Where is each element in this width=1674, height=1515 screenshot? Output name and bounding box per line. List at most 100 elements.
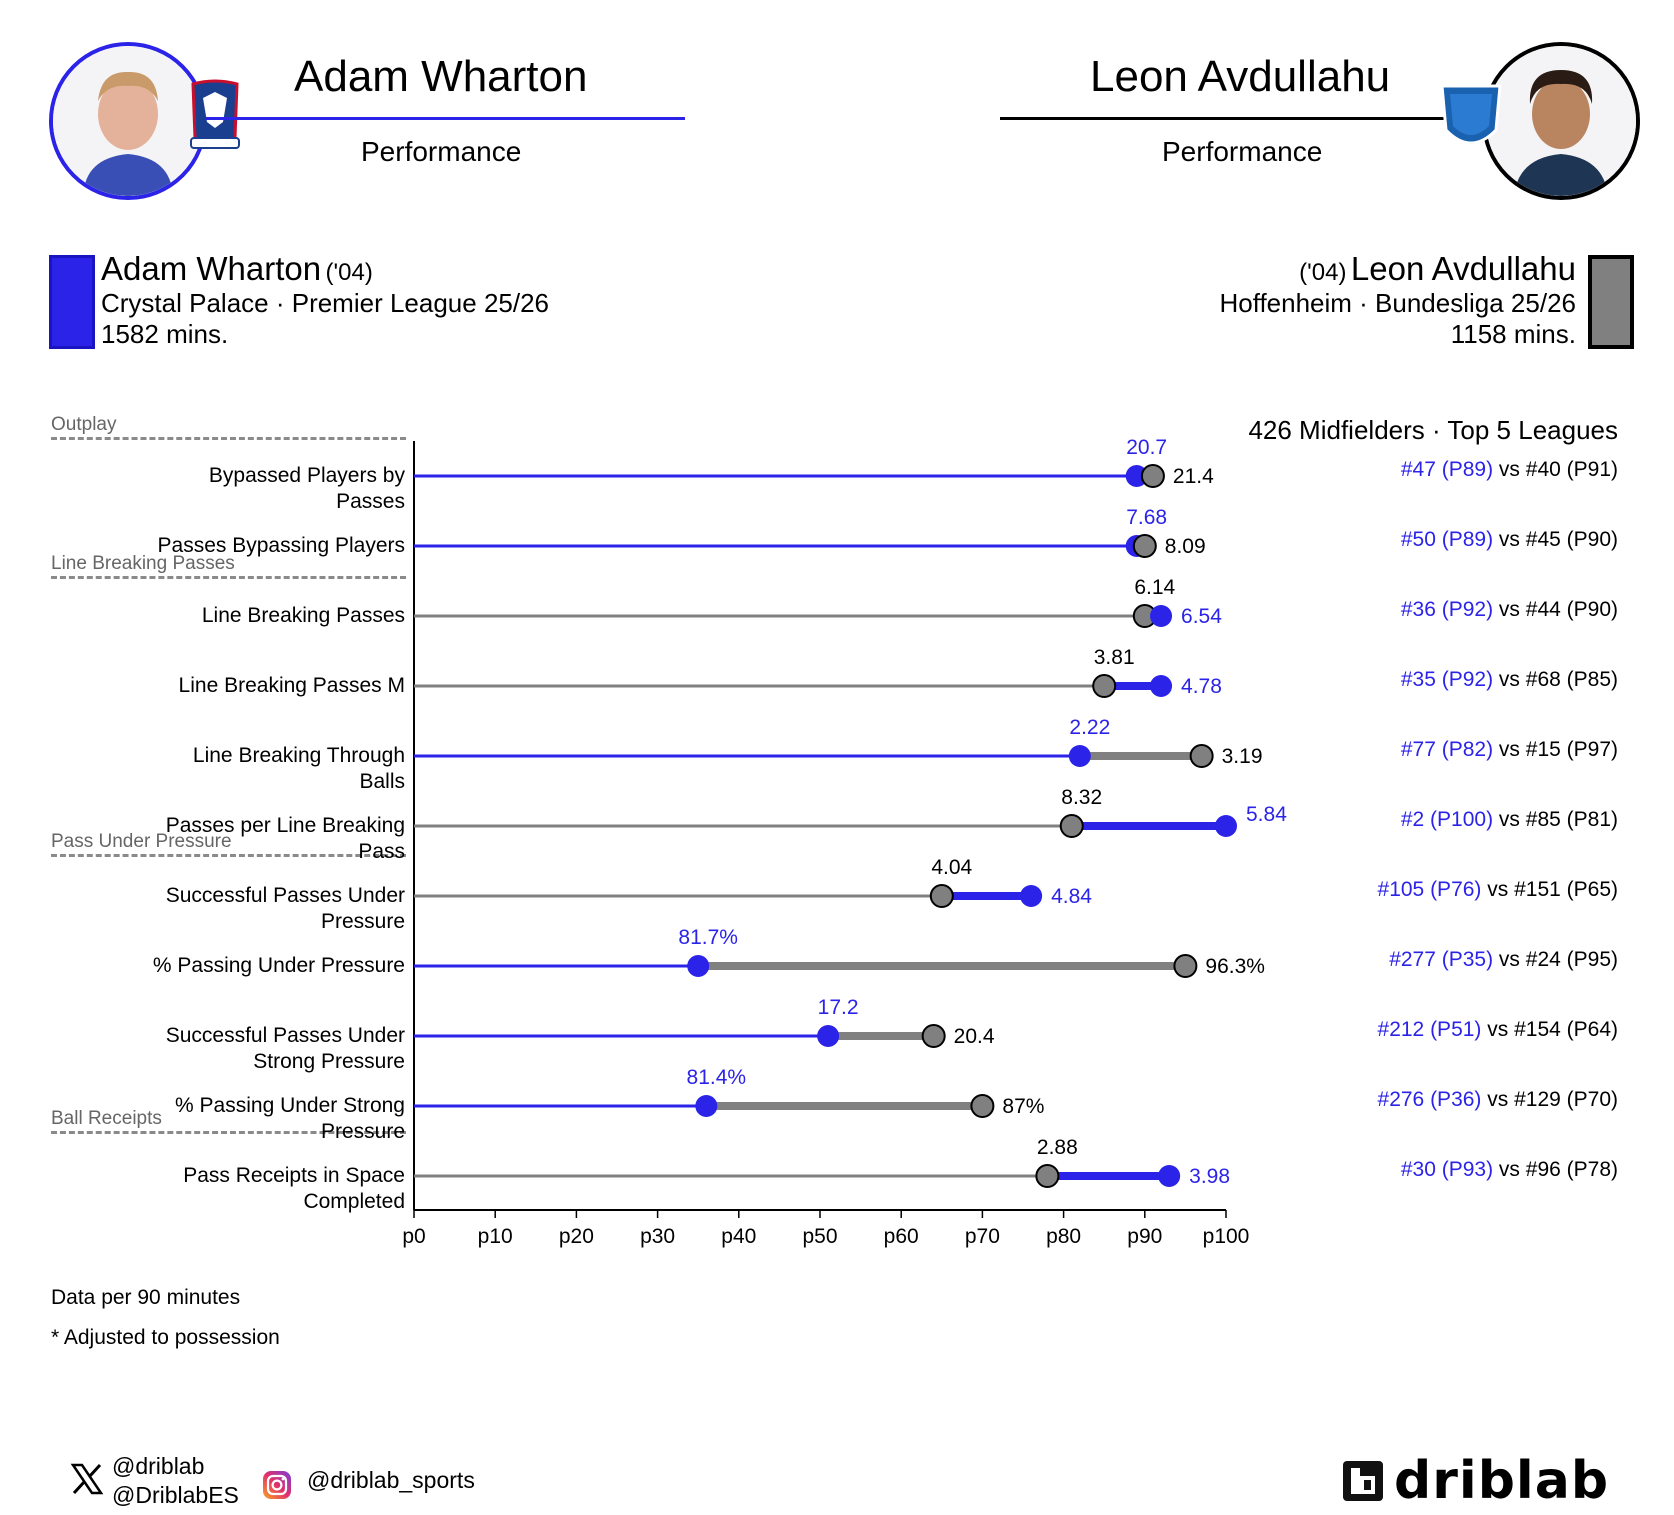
player-b-minutes: 1158 mins.: [1450, 319, 1576, 349]
player-a-minutes: 1582 mins.: [101, 319, 229, 349]
player-a-value-label: 6.54: [1181, 605, 1222, 628]
player-a-value-label: 5.84: [1246, 803, 1287, 826]
player-a-value-label: 17.2: [818, 996, 859, 1019]
row-label: % Passing Under Strong Pressure: [45, 1093, 405, 1145]
row-label-line: Passes: [336, 490, 405, 513]
player-b-value-label: 21.4: [1173, 465, 1214, 488]
row-label-line: % Passing Under Pressure: [152, 954, 405, 977]
player-a-info: Adam Wharton ('04) Crystal Palace · Prem…: [101, 250, 549, 350]
row-label-line: Pass Receipts in Space: [183, 1164, 405, 1187]
player-a-value-label: 2.22: [1069, 716, 1110, 739]
row-label-line: % Passing Under Strong: [175, 1094, 405, 1117]
player-a-dot: [817, 1025, 840, 1047]
player-b-team-line: Hoffenheim · Bundesliga 25/26: [1219, 288, 1576, 318]
player-b-rank: #68 (P85): [1525, 668, 1618, 691]
rank-vs: vs: [1493, 1158, 1526, 1181]
chart-row: 7.68 8.09: [414, 506, 1206, 558]
rank-vs: vs: [1493, 668, 1526, 691]
chart-row: 81.7% 96.3%: [414, 926, 1265, 978]
player-b-value-label: 2.88: [1037, 1136, 1078, 1159]
chart-row: 4.78 3.81: [414, 646, 1222, 698]
player-b-dot: [1173, 954, 1198, 978]
player-a-name: Adam Wharton: [101, 250, 322, 287]
section-label-pass-under-pressure: Pass Under Pressure: [51, 831, 232, 852]
player-a-dot: [1158, 1165, 1181, 1187]
row-label-line: Balls: [359, 770, 405, 793]
row-label: Bypassed Players by Passes: [45, 463, 405, 515]
player-b-rank: #40 (P91): [1525, 458, 1618, 481]
player-b-header-name: Leon Avdullahu: [1090, 52, 1391, 101]
row-label-line: Pass: [358, 840, 405, 863]
chart-row: 3.98 2.88: [414, 1136, 1230, 1188]
player-b-dot: [1140, 464, 1165, 488]
row-label-line: Line Breaking Passes M: [178, 674, 405, 697]
row-label-line: Line Breaking Through: [192, 744, 405, 767]
player-a-rank: #50 (P89): [1400, 528, 1494, 551]
player-b-rank: #24 (P95): [1525, 948, 1618, 971]
section-divider-ball-receipts: [51, 1131, 406, 1134]
player-a-value-label: 4.78: [1181, 675, 1222, 698]
instagram-icon: [262, 1470, 292, 1505]
player-b-value-label: 8.32: [1061, 786, 1102, 809]
player-b-dot: [1092, 674, 1117, 698]
player-b-color-swatch: [1588, 255, 1634, 349]
player-a-value-label: 20.7: [1126, 436, 1167, 459]
row-label-line: Pressure: [320, 910, 405, 933]
player-a-dot: [1150, 605, 1173, 627]
player-b-header-line: [1000, 117, 1480, 120]
player-a-avatar: [49, 42, 207, 200]
rank-text: #277 (P35) vs #24 (P95): [1389, 948, 1618, 972]
chart-row: 4.84 4.04: [414, 856, 1092, 908]
chart-row: 2.22 3.19: [414, 716, 1263, 768]
rank-vs: vs: [1481, 1018, 1515, 1041]
rank-text: #36 (P92) vs #44 (P90): [1401, 598, 1618, 622]
player-a-rank: #77 (P82): [1400, 738, 1494, 761]
player-b-dot: [929, 884, 954, 908]
player-a-rank: #105 (P76): [1377, 878, 1482, 901]
player-b-value-label: 87%: [1002, 1095, 1044, 1118]
player-a-rank: #30 (P93): [1400, 1158, 1494, 1181]
row-label: Passes per Line Breaking Pass: [45, 813, 405, 865]
row-label-line: Passes Bypassing Players: [157, 534, 405, 557]
row-label-line: Strong Pressure: [253, 1050, 405, 1073]
player-b-value-label: 4.04: [931, 856, 972, 879]
rank-vs: vs: [1481, 878, 1515, 901]
x-tick-label: p80: [1046, 1225, 1081, 1248]
player-a-rank: #212 (P51): [1377, 1018, 1482, 1041]
rank-text: #276 (P36) vs #129 (P70): [1378, 1088, 1618, 1112]
player-a-dot: [1125, 465, 1148, 487]
chart-row: 5.84 8.32: [414, 786, 1287, 838]
player-a-rank: #35 (P92): [1400, 668, 1494, 691]
row-label: Pass Receipts in Space Completed: [45, 1163, 405, 1215]
row-label: Successful Passes Under Pressure: [45, 883, 405, 935]
player-a-value-label: 7.68: [1126, 506, 1167, 529]
rank-text: #2 (P100) vs #85 (P81): [1401, 808, 1618, 832]
row-label-line: Bypassed Players by: [208, 464, 405, 487]
driblab-brand: driblab: [1394, 1451, 1610, 1511]
player-b-rank: #45 (P90): [1525, 528, 1618, 551]
rank-text: #105 (P76) vs #151 (P65): [1378, 878, 1618, 902]
player-b-rank: #151 (P65): [1514, 878, 1618, 901]
rank-vs: vs: [1493, 948, 1526, 971]
player-a-rank: #277 (P35): [1389, 948, 1494, 971]
player-a-dot: [1020, 885, 1043, 907]
crystal-palace-crest-icon: [183, 78, 247, 163]
player-b-info: ('04) Leon Avdullahu Hoffenheim · Bundes…: [1219, 250, 1576, 350]
chart-row: 6.54 6.14: [414, 576, 1222, 628]
player-a-header-name: Adam Wharton: [294, 52, 588, 101]
player-b-value-label: 6.14: [1134, 576, 1175, 599]
player-b-dot: [970, 1094, 995, 1118]
x-logo-icon: [70, 1462, 104, 1501]
section-divider-outplay: [51, 437, 406, 440]
instagram-handle[interactable]: @driblab_sports: [307, 1467, 475, 1493]
player-a-dot: [695, 1095, 718, 1117]
x-handle-primary[interactable]: @driblab: [112, 1453, 205, 1479]
player-a-rank: #47 (P89): [1400, 458, 1494, 481]
row-label-line: Pressure: [320, 1120, 405, 1143]
row-label-line: Successful Passes Under: [165, 1024, 405, 1047]
player-b-rank: #96 (P78): [1525, 1158, 1618, 1181]
row-label: Successful Passes Under Strong Pressure: [45, 1023, 405, 1075]
x-handle-secondary[interactable]: @DriblabES: [112, 1482, 239, 1508]
x-tick-label: p20: [559, 1225, 594, 1248]
